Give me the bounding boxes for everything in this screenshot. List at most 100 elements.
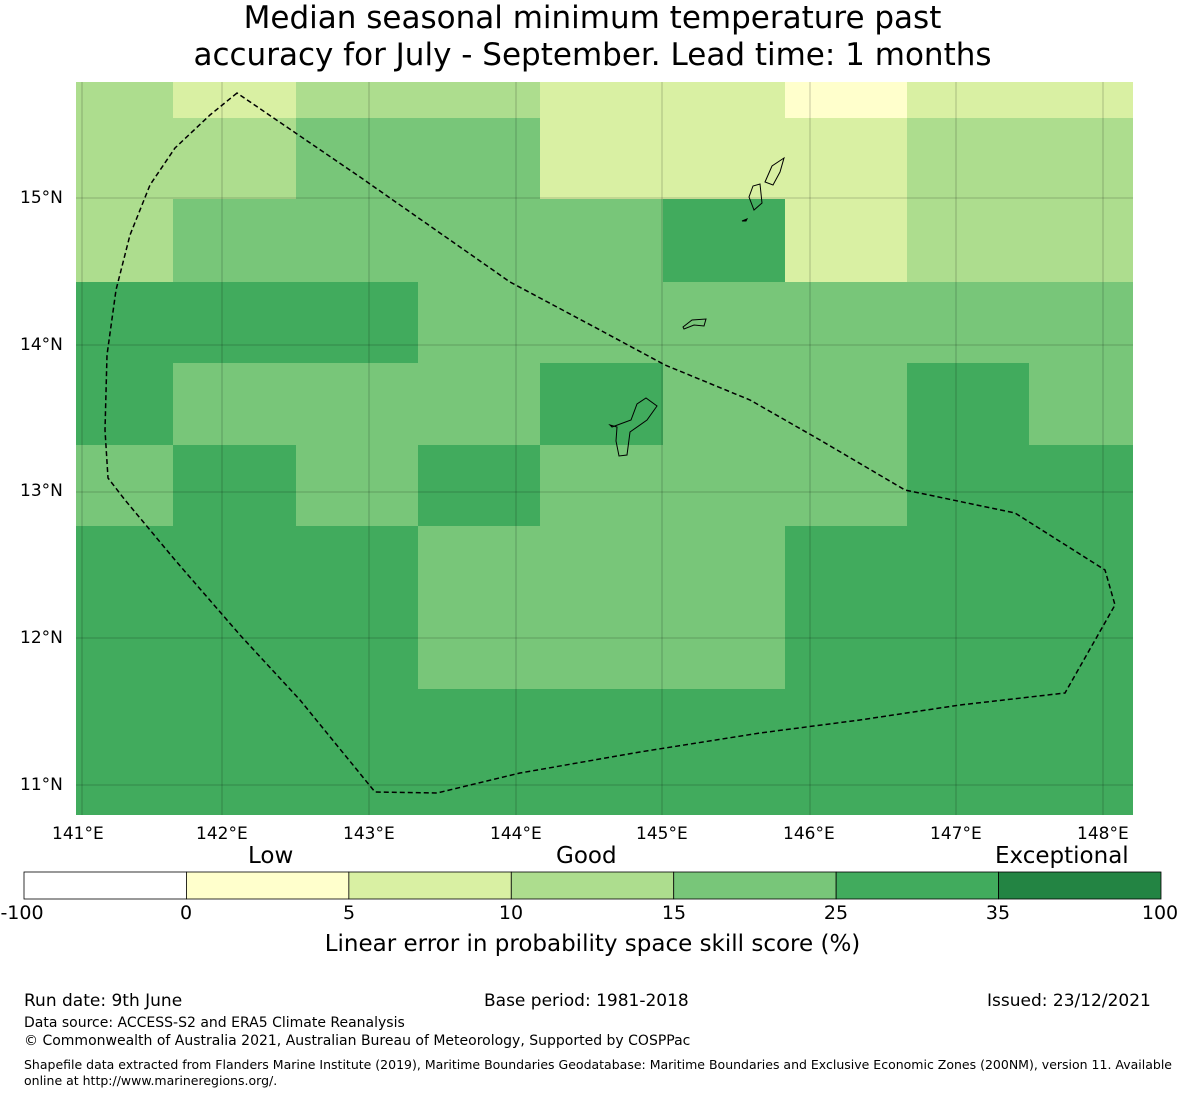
skill-cell: [296, 118, 418, 199]
tinian-island: [748, 183, 763, 211]
skill-cell: [907, 526, 1029, 608]
lon-label-142: 142°E: [196, 824, 248, 844]
lat-label-14: 14°N: [20, 335, 63, 355]
skill-cell: [785, 118, 907, 199]
colorbar-swatch: [23, 871, 187, 900]
skill-cell: [785, 199, 907, 282]
skill-cell: [76, 608, 173, 689]
lon-label-143: 143°E: [343, 824, 395, 844]
skill-cell: [1029, 608, 1133, 689]
category-exceptional: Exceptional: [995, 843, 1129, 869]
skill-cell: [907, 118, 1029, 199]
colorbar-tick: 15: [661, 902, 687, 924]
skill-cell: [663, 689, 785, 815]
skill-cell: [173, 199, 296, 282]
lon-label-141: 141°E: [52, 824, 104, 844]
skill-cell: [785, 526, 907, 608]
skill-cell: [418, 526, 540, 608]
skill-cell: [173, 282, 296, 363]
skill-cell: [540, 282, 663, 363]
skill-cell: [76, 82, 173, 118]
skill-cell: [296, 445, 418, 526]
skill-cell: [540, 199, 663, 282]
skill-cell: [1029, 526, 1133, 608]
skill-cell: [663, 82, 785, 118]
skill-cell: [907, 363, 1029, 445]
skill-cell: [173, 82, 296, 118]
skill-cell: [173, 445, 296, 526]
skill-cell: [540, 363, 663, 445]
saipan-island: [764, 156, 785, 186]
skill-cell: [1029, 82, 1133, 118]
skill-cell: [785, 82, 907, 118]
skill-cell: [76, 445, 173, 526]
skill-cell: [907, 689, 1029, 815]
map-graticule: [76, 82, 1133, 815]
skill-cell: [785, 363, 907, 445]
lat-label-15: 15°N: [20, 188, 63, 208]
copyright: © Commonwealth of Australia 2021, Austra…: [24, 1033, 691, 1049]
skill-cell: [173, 363, 296, 445]
skill-cell: [785, 282, 907, 363]
skill-cell: [663, 608, 785, 689]
colorbar-swatch: [348, 871, 512, 900]
skill-cell: [540, 608, 663, 689]
skill-cell: [785, 445, 907, 526]
run-date: Run date: 9th June: [24, 991, 183, 1011]
skill-grid: [76, 82, 1133, 815]
skill-cell: [418, 689, 540, 815]
skill-cell: [296, 608, 418, 689]
skill-cell: [418, 363, 540, 445]
skill-cell: [663, 445, 785, 526]
lat-label-12: 12°N: [20, 628, 63, 648]
colorbar-swatch: [673, 871, 837, 900]
category-low: Low: [248, 843, 294, 869]
colorbar-title: Linear error in probability space skill …: [324, 931, 861, 957]
skill-cell: [1029, 199, 1133, 282]
data-source: Data source: ACCESS-S2 and ERA5 Climate …: [24, 1015, 405, 1031]
skill-cell: [76, 282, 173, 363]
skill-cell: [418, 118, 540, 199]
skill-cell: [76, 689, 173, 815]
colorbar: [23, 871, 1162, 900]
skill-cell: [296, 82, 418, 118]
skill-cell: [76, 199, 173, 282]
skill-cell: [663, 526, 785, 608]
skill-cell: [663, 363, 785, 445]
lon-label-144: 144°E: [490, 824, 542, 844]
colorbar-tick: 100: [1141, 902, 1179, 924]
colorbar-swatch: [186, 871, 350, 900]
lon-label-146: 146°E: [783, 824, 835, 844]
skill-cell: [663, 199, 785, 282]
colorbar-swatch: [510, 871, 675, 900]
colorbar-tick: 35: [985, 902, 1011, 924]
skill-cell: [907, 199, 1029, 282]
lon-label-148: 148°E: [1077, 824, 1129, 844]
skill-cell: [540, 689, 663, 815]
skill-cell: [296, 199, 418, 282]
skill-cell: [785, 689, 907, 815]
skill-cell: [785, 608, 907, 689]
skill-cell: [663, 282, 785, 363]
skill-cell: [1029, 118, 1133, 199]
chart-title-line1: Median seasonal minimum temperature past: [243, 0, 942, 36]
skill-cell: [418, 282, 540, 363]
guam-island: [608, 397, 658, 457]
colorbar-tick: 25: [823, 902, 849, 924]
skill-cell: [173, 526, 296, 608]
rota-island: [682, 318, 707, 330]
skill-cell: [1029, 363, 1133, 445]
skill-cell: [296, 526, 418, 608]
skill-cell: [76, 118, 173, 199]
skill-cell: [418, 445, 540, 526]
colorbar-tick: 0: [179, 902, 193, 924]
skill-cell: [663, 118, 785, 199]
skill-cell: [76, 363, 173, 445]
skill-cell: [1029, 689, 1133, 815]
skill-cell: [540, 526, 663, 608]
skill-cell: [907, 282, 1029, 363]
lon-label-147: 147°E: [930, 824, 982, 844]
colorbar-tick: -100: [0, 902, 44, 924]
colorbar-tick: 10: [498, 902, 524, 924]
